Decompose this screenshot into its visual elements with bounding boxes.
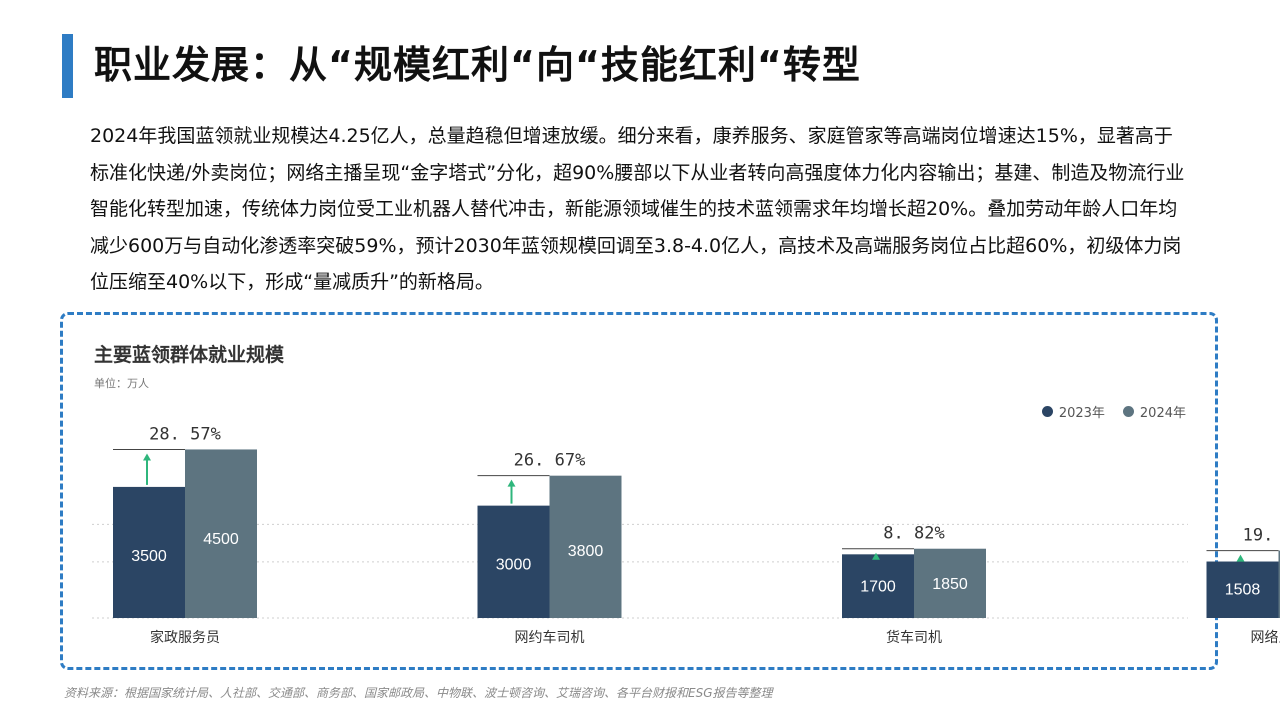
- legend-dot-2023: [1041, 406, 1053, 417]
- growth-percentage-label: 19. 36%: [1243, 526, 1280, 546]
- bar-2024: [1278, 550, 1280, 618]
- bar-value-label: 3800: [568, 543, 604, 560]
- category-label: 货车司机: [886, 629, 942, 646]
- title-accent-bar: [62, 34, 73, 98]
- legend-item-2024: 2024年: [1122, 402, 1186, 421]
- bar-2023: [477, 505, 550, 618]
- bar-2024: [549, 475, 622, 618]
- bar-value-label: 1700: [860, 578, 896, 595]
- category-label: 家政服务员: [150, 629, 220, 646]
- chart-unit-label: 单位：万人: [94, 377, 149, 390]
- bar-2023: [1206, 561, 1279, 618]
- intro-paragraph: 2024年我国蓝领就业规模达4.25亿人，总量趋稳但增速放缓。细分来看，康养服务…: [90, 125, 1185, 293]
- bar-value-label: 4500: [203, 531, 239, 548]
- chart-title: 主要蓝领群体就业规模: [94, 344, 285, 366]
- bar-value-label: 3500: [131, 548, 167, 565]
- chart-legend: 2023年 2024年: [1041, 402, 1186, 421]
- growth-arrow-head: [507, 479, 516, 487]
- category-label: 网络主播: [1251, 630, 1280, 646]
- bar-2024: [185, 449, 257, 618]
- growth-percentage-label: 26. 67%: [514, 451, 586, 471]
- category-label: 网约车司机: [515, 629, 585, 646]
- legend-item-2023: 2023年: [1041, 402, 1105, 421]
- chart-frame: [60, 312, 1218, 670]
- bar-value-label: 1850: [932, 576, 968, 593]
- bar-value-label: 1508: [1225, 582, 1261, 599]
- legend-label-2024: 2024年: [1139, 406, 1186, 421]
- growth-arrow-head: [1236, 554, 1245, 562]
- bar-2023: [113, 486, 185, 618]
- growth-arrow-head: [143, 453, 151, 461]
- bar-2023: [842, 554, 914, 618]
- legend-label-2023: 2023年: [1058, 406, 1105, 421]
- growth-percentage-label: 8. 82%: [883, 524, 944, 544]
- source-note: 资料来源：根据国家统计局、人社部、交通部、商务部、国家邮政局、中物联、波士顿咨询…: [64, 686, 773, 700]
- legend-dot-2024: [1122, 406, 1134, 417]
- growth-arrow-head: [872, 552, 880, 560]
- growth-percentage-label: 28. 57%: [149, 424, 221, 444]
- page-title: 职业发展：从“规模红利“向“技能红利“转型: [94, 43, 861, 87]
- bar-value-label: 3000: [496, 556, 532, 573]
- bar-2024: [914, 548, 986, 618]
